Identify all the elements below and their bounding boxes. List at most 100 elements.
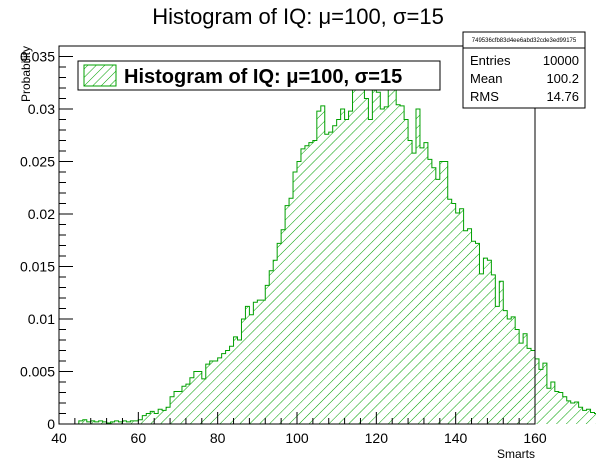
histogram-bar (249, 314, 254, 424)
histogram-bar (233, 336, 238, 424)
x-tick-label: 40 (51, 430, 67, 446)
stats-box-frame (462, 31, 586, 109)
histogram-bar (332, 125, 337, 425)
histogram-bar (209, 361, 214, 424)
histogram-bar (340, 109, 345, 424)
histogram-bar (550, 382, 556, 424)
histogram-bar (217, 357, 222, 424)
stats-entries-value: 10000 (543, 53, 579, 68)
histogram-bar (193, 371, 199, 424)
histogram-bar (554, 391, 560, 424)
histogram-outline (78, 71, 596, 424)
legend-box (77, 60, 441, 91)
histogram-bar (308, 142, 314, 424)
x-axis: 40 60 80 100 120 140 160 (51, 412, 547, 446)
histogram-bar (142, 415, 147, 424)
histogram-bar (265, 285, 270, 424)
histogram-bar (102, 421, 107, 424)
histogram-bar (352, 77, 357, 424)
histogram-bar (538, 369, 544, 424)
histogram-bar (324, 134, 330, 424)
histogram-bar (225, 350, 230, 424)
histogram-bar (439, 161, 445, 424)
histogram-bar (86, 421, 92, 424)
histogram-bar (122, 420, 127, 424)
histogram-bar (578, 407, 583, 424)
histogram-bar (451, 203, 456, 424)
histogram-bar (118, 421, 123, 424)
histogram-bar (479, 273, 484, 424)
x-tick-label: 100 (285, 430, 309, 446)
histogram-bar (463, 230, 468, 424)
histogram-bar (138, 419, 143, 424)
histogram-bar (435, 179, 441, 424)
stats-mean-value: 100.2 (546, 71, 579, 86)
histogram-bar (566, 400, 571, 424)
histogram-bar (257, 300, 262, 424)
histogram-bar (443, 161, 449, 424)
y-tick-label: 0.005 (20, 364, 55, 380)
histogram-bar (162, 410, 167, 424)
histogram-bar (475, 243, 480, 424)
histogram-bar (185, 384, 191, 424)
histogram-bar (253, 302, 258, 424)
histogram-bar (531, 350, 536, 424)
histogram-bar (281, 229, 286, 424)
histogram-bar (304, 145, 310, 424)
histogram-bar (146, 413, 151, 424)
histogram-bar (261, 300, 266, 424)
histogram-bar (289, 198, 294, 424)
histogram-bar (78, 420, 84, 424)
histogram-bar (154, 413, 159, 424)
stats-box: 749536cfb83d4ee6abd32cde3ed99175 Entries… (462, 31, 586, 109)
histogram-bar (427, 159, 433, 424)
histogram-bar (574, 401, 579, 424)
histogram-bar (562, 396, 568, 424)
histogram-bar (166, 407, 171, 424)
x-tick-label: 140 (444, 430, 468, 446)
histogram-bar (412, 153, 417, 424)
histogram-bar (511, 316, 516, 424)
histogram-bar (205, 364, 211, 424)
histogram-bar (419, 147, 425, 424)
histogram-bar (181, 386, 187, 424)
histogram-bar (316, 111, 322, 424)
y-tick-label: 0 (47, 416, 55, 432)
histogram-bar (277, 243, 282, 424)
histogram-bar (297, 161, 302, 424)
histogram-bar (594, 413, 596, 424)
histogram-bar (348, 111, 353, 424)
histogram-bar (328, 132, 333, 424)
histogram-bar (197, 371, 203, 424)
histogram-bar (221, 353, 226, 424)
histogram-bar (174, 391, 179, 424)
histogram-bar (483, 258, 488, 424)
histogram-bar (170, 396, 175, 424)
y-tick-label: 0.01 (28, 311, 55, 327)
histogram-bar (312, 140, 318, 424)
histogram-bar (360, 73, 365, 425)
histogram-bar (273, 260, 278, 424)
histogram-bar (535, 358, 540, 424)
histogram-bar (590, 412, 595, 424)
y-axis: 0 0.005 0.01 0.015 0.02 0.025 0.03 0.035 (20, 49, 73, 432)
histogram-bar (396, 104, 401, 425)
histogram-bar (106, 422, 111, 424)
histogram-bar (245, 306, 250, 424)
histogram-bar (582, 410, 587, 424)
histogram-bar (376, 92, 381, 424)
histogram-bar (431, 167, 437, 425)
histogram-bar (471, 241, 476, 424)
histogram-bar (523, 333, 528, 424)
histogram-bar (300, 148, 306, 424)
y-tick-label: 0.025 (20, 154, 55, 170)
histogram-bar (491, 274, 496, 424)
histogram-bar (388, 72, 393, 424)
histogram-bar (487, 260, 492, 424)
histogram-bar (110, 421, 115, 424)
histogram-bar (98, 420, 103, 424)
histogram-bar (336, 119, 341, 424)
histogram-bar (392, 81, 397, 424)
x-tick-label: 160 (523, 430, 547, 446)
